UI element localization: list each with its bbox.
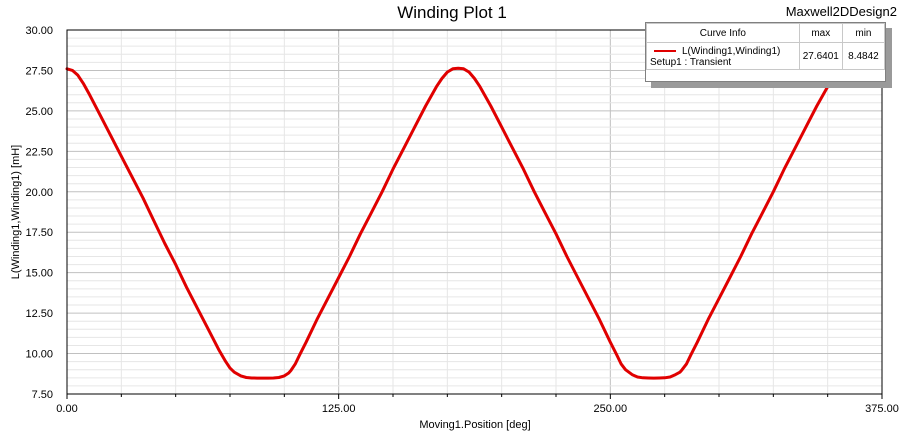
y-tick-label: 22.50 xyxy=(25,146,53,158)
series-line-winding1 xyxy=(65,66,838,380)
series-layer xyxy=(65,66,838,380)
design-name-label: Maxwell2DDesign2 xyxy=(786,4,897,19)
curve-min-value: 8.4842 xyxy=(841,42,886,70)
y-tick-label: 15.00 xyxy=(25,268,53,280)
chart-title: Winding Plot 1 xyxy=(397,3,507,22)
legend-line-swatch xyxy=(654,50,676,53)
y-tick-label: 27.50 xyxy=(25,65,53,77)
curve-name: L(Winding1,Winding1) xyxy=(682,46,781,57)
x-tick-label: 125.00 xyxy=(322,403,356,415)
grid-lines xyxy=(66,29,883,395)
y-tick-label: 30.00 xyxy=(25,25,53,37)
x-axis-label: Moving1.Position [deg] xyxy=(419,419,530,431)
y-tick-label: 7.50 xyxy=(32,389,53,401)
curve-setup: Setup1 : Transient xyxy=(650,57,732,68)
curve-info-legend[interactable]: Curve Info max min L(Winding1,Winding1) … xyxy=(645,22,886,82)
x-tick-label: 250.00 xyxy=(594,403,628,415)
y-tick-label: 10.00 xyxy=(25,349,53,361)
curve-info-table: Curve Info max min L(Winding1,Winding1) … xyxy=(646,23,886,70)
curve-max-value: 27.6401 xyxy=(798,42,843,70)
x-tick-label: 0.00 xyxy=(56,403,77,415)
curve-info-header: Curve Info xyxy=(646,23,800,43)
y-tick-label: 12.50 xyxy=(25,308,53,320)
y-tick-label: 25.00 xyxy=(25,106,53,118)
x-tick-label: 375.00 xyxy=(865,403,899,415)
y-axis-label: L(Winding1,Winding1) [mH] xyxy=(10,145,22,280)
axis-ticks: 0.00 125.00 250.00 375.00 7.50 10.00 12.50 15.0… xyxy=(25,25,898,415)
curve-info-max-header: max xyxy=(798,23,843,43)
y-tick-label: 17.50 xyxy=(25,227,53,239)
curve-info-entry[interactable]: L(Winding1,Winding1) Setup1 : Transient xyxy=(646,42,800,70)
y-tick-label: 20.00 xyxy=(25,187,53,199)
curve-info-min-header: min xyxy=(841,23,886,43)
plot-frame xyxy=(66,29,883,395)
